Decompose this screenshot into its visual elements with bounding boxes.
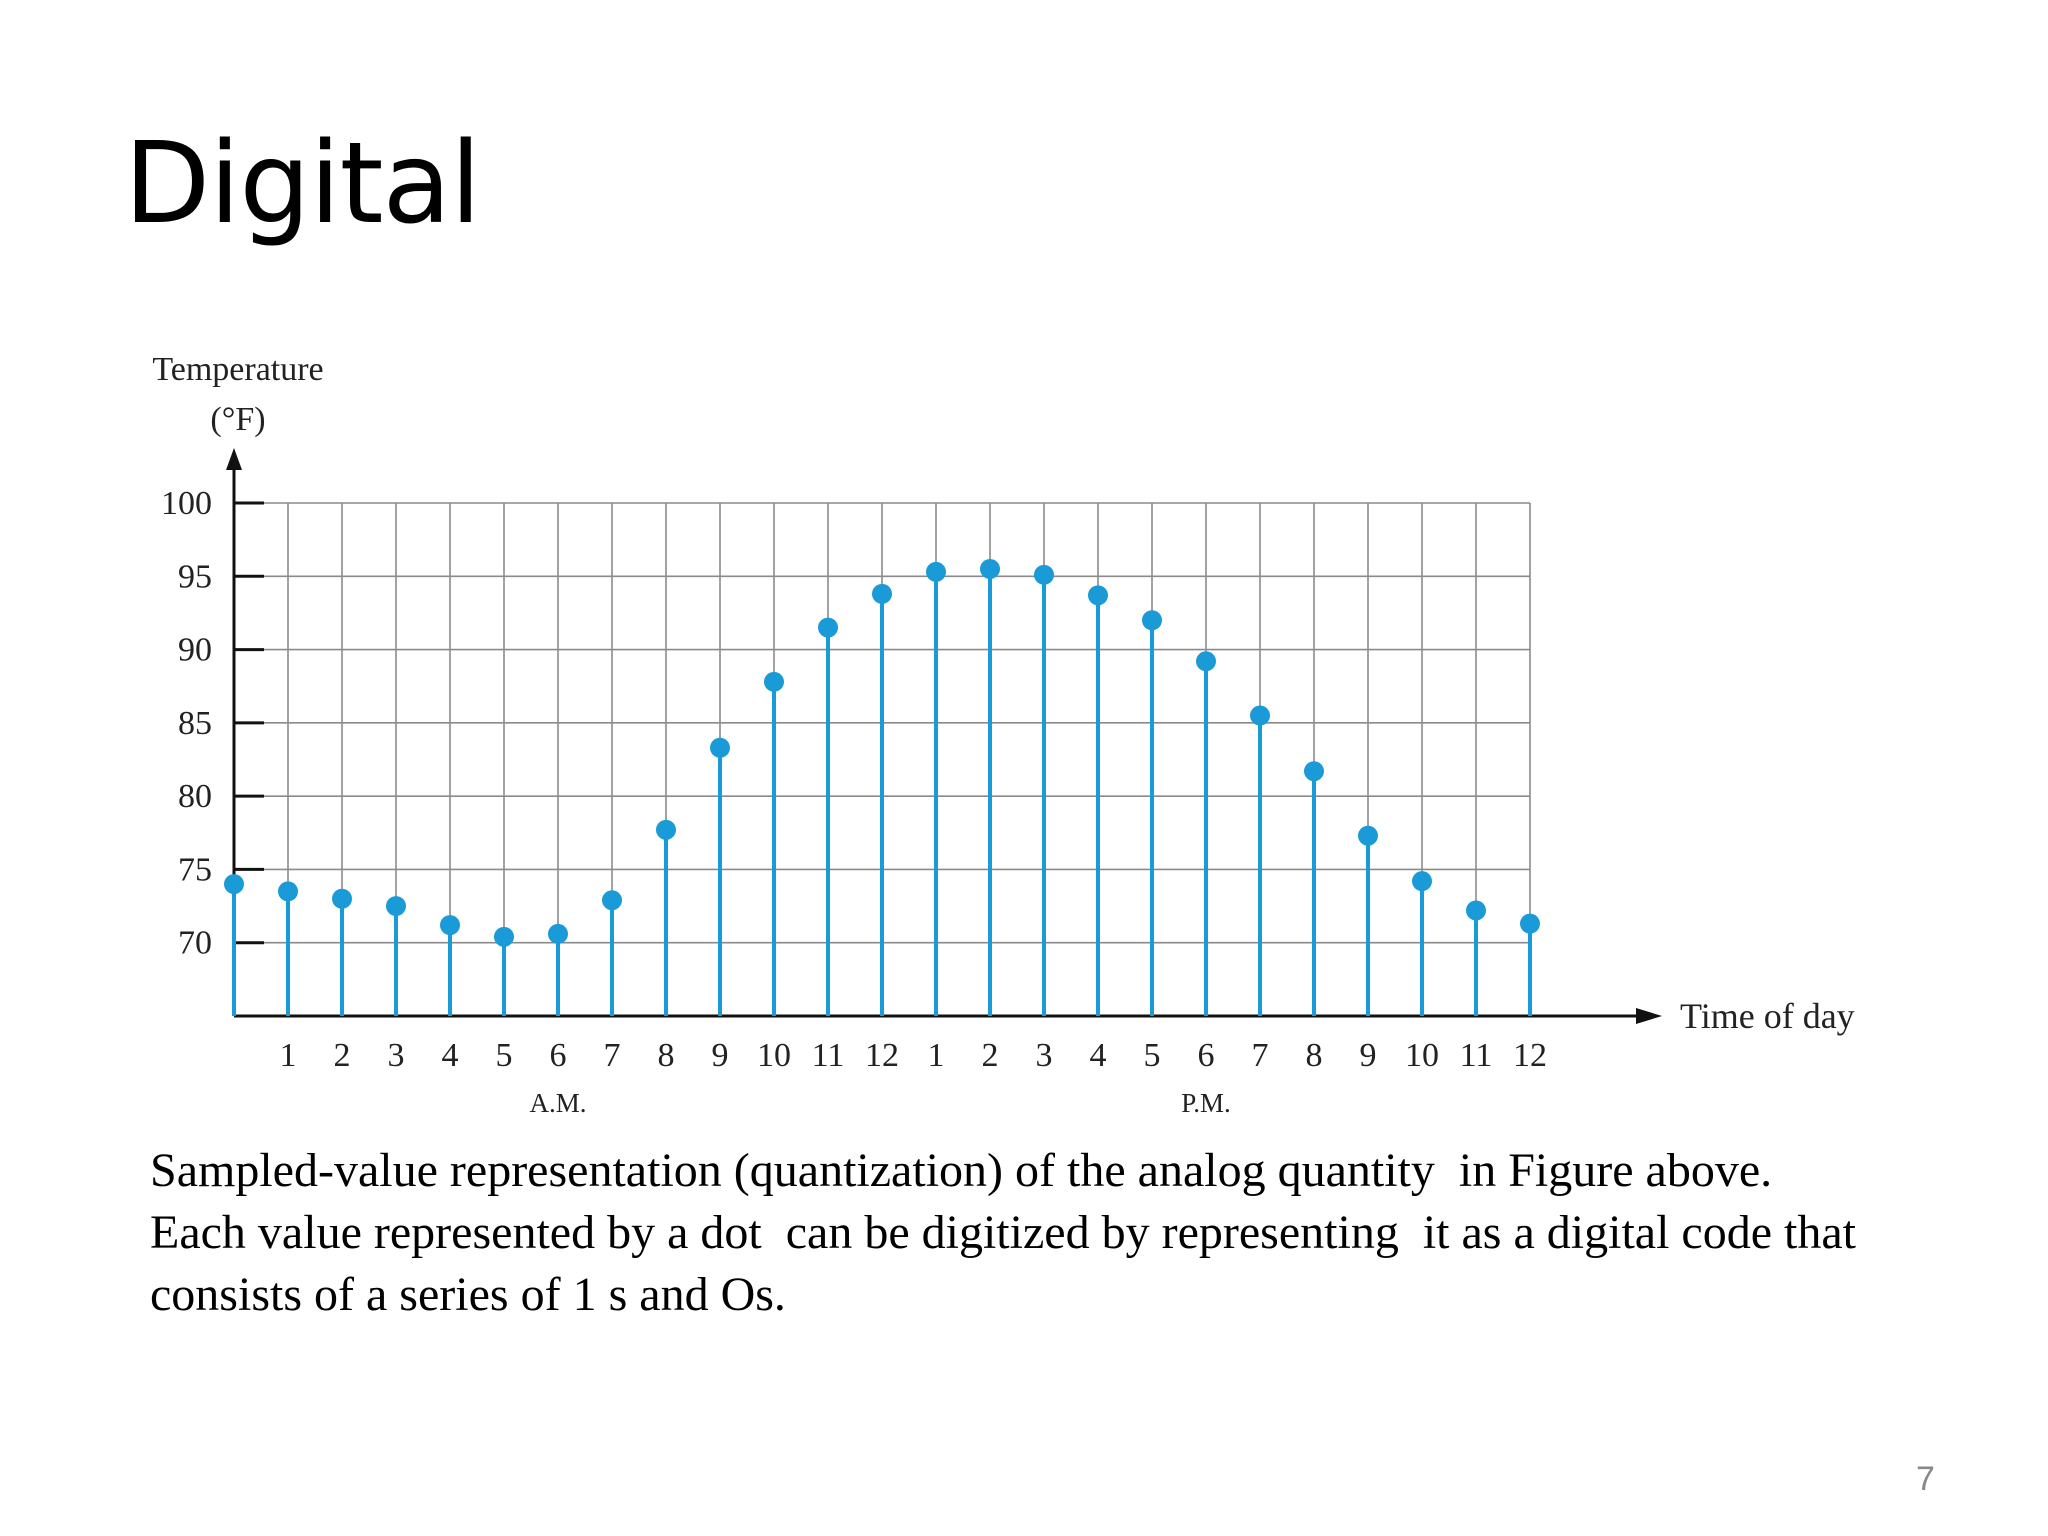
y-tick-label-85: 85	[178, 705, 212, 742]
x-axis-arrow	[1636, 1008, 1662, 1024]
y-tick-label-75: 75	[178, 851, 212, 888]
x-tick-label-12: 12	[865, 1037, 899, 1074]
data-point-22	[1412, 871, 1432, 892]
x-tick-label-5: 5	[496, 1037, 513, 1074]
x-tick-label-10: 10	[757, 1037, 791, 1074]
data-point-13	[926, 561, 946, 582]
data-point-23	[1466, 900, 1486, 921]
caption-line-1: Sampled-value representation (quantizati…	[150, 1144, 1773, 1197]
data-point-1	[278, 881, 298, 902]
x-tick-label-17: 5	[1144, 1037, 1161, 1074]
x-tick-label-2: 2	[334, 1037, 351, 1074]
data-point-7	[602, 890, 622, 911]
data-point-21	[1358, 825, 1378, 846]
data-point-14	[980, 558, 1000, 579]
data-point-3	[386, 896, 406, 917]
data-point-16	[1088, 585, 1108, 606]
data-point-19	[1250, 705, 1270, 726]
x-tick-label-8: 8	[658, 1037, 675, 1074]
x-tick-label-7: 7	[604, 1037, 621, 1074]
y-axis-arrow	[226, 448, 242, 470]
y-tick-label-90: 90	[178, 632, 212, 669]
x-tick-label-19: 7	[1252, 1037, 1269, 1074]
x-tick-label-15: 3	[1036, 1037, 1053, 1074]
x-axis-label: Time of day	[1680, 996, 1855, 1036]
x-tick-label-23: 11	[1460, 1037, 1493, 1074]
caption: Sampled-value representation (quantizati…	[150, 1140, 2030, 1326]
data-point-0	[224, 874, 244, 895]
x-tick-label-9: 9	[712, 1037, 729, 1074]
data-point-18	[1196, 651, 1216, 672]
x-tick-label-11: 11	[812, 1037, 845, 1074]
x-tick-label-24: 12	[1513, 1037, 1547, 1074]
x-tick-label-13: 1	[928, 1037, 945, 1074]
period-label-am: A.M.	[529, 1088, 586, 1118]
data-point-11	[818, 617, 838, 638]
data-point-5	[494, 926, 514, 947]
y-axis-label-line-2: (°F)	[210, 401, 265, 438]
data-point-2	[332, 888, 352, 909]
x-tick-label-18: 6	[1198, 1037, 1215, 1074]
x-tick-label-3: 3	[388, 1037, 405, 1074]
caption-line-3: consists of a series of 1 s and Os.	[150, 1268, 786, 1321]
data-point-9	[710, 737, 730, 758]
y-tick-label-100: 100	[161, 485, 212, 522]
y-tick-label-70: 70	[178, 925, 212, 962]
y-tick-label-80: 80	[178, 778, 212, 815]
data-point-17	[1142, 610, 1162, 631]
data-point-10	[764, 671, 784, 692]
y-axis-label-line-1: Temperature	[152, 351, 323, 388]
slide-title: Digital	[124, 119, 481, 249]
data-point-15	[1034, 564, 1054, 585]
x-tick-label-22: 10	[1405, 1037, 1439, 1074]
x-tick-label-1: 1	[280, 1037, 297, 1074]
x-tick-label-6: 6	[550, 1037, 567, 1074]
caption-line-2: Each value represented by a dot can be d…	[150, 1206, 1857, 1259]
x-tick-label-16: 4	[1090, 1037, 1107, 1074]
x-tick-label-21: 9	[1360, 1037, 1377, 1074]
y-tick-label-95: 95	[178, 558, 212, 595]
x-tick-label-20: 8	[1306, 1037, 1323, 1074]
x-tick-label-14: 2	[982, 1037, 999, 1074]
data-point-6	[548, 923, 568, 944]
data-point-20	[1304, 761, 1324, 782]
data-point-12	[872, 583, 892, 604]
x-tick-label-4: 4	[442, 1037, 459, 1074]
page-number: 7	[1916, 1460, 1935, 1498]
data-point-8	[656, 819, 676, 840]
period-label-pm: P.M.	[1181, 1088, 1231, 1118]
data-point-4	[440, 915, 460, 936]
data-point-24	[1520, 913, 1540, 934]
